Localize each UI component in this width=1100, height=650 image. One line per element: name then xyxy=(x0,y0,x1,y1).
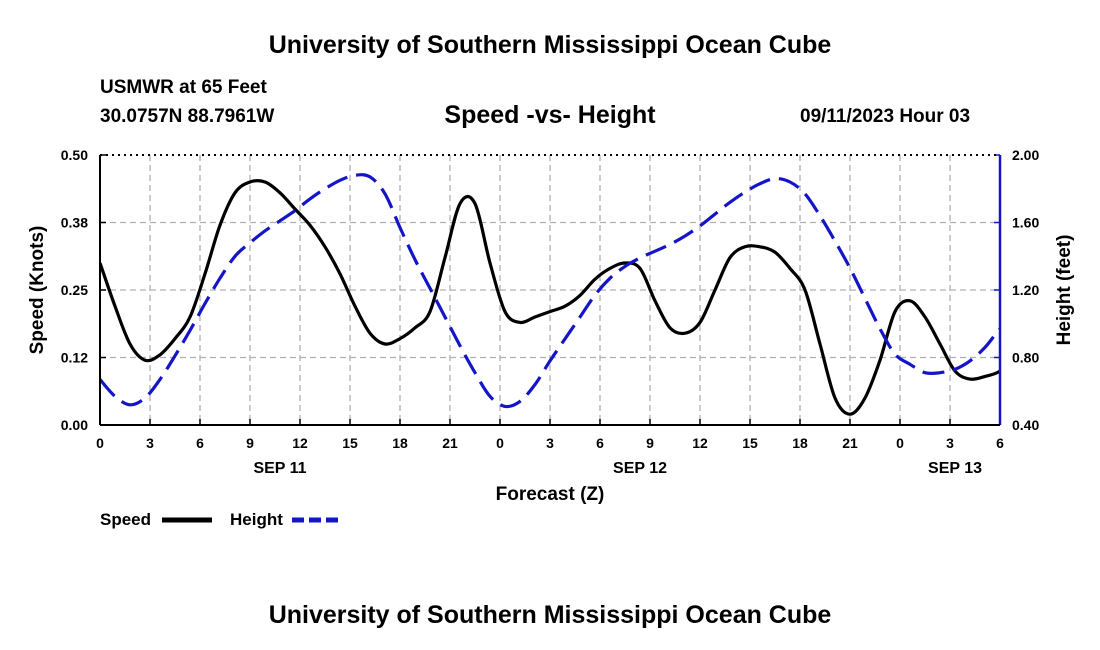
y-tick-label: 0.00 xyxy=(61,417,88,433)
y-tick-label: 0.25 xyxy=(61,282,88,298)
x-tick-label: 21 xyxy=(842,435,858,451)
y-tick-label: 0.50 xyxy=(61,147,88,163)
y2-axis-label: Height (feet) xyxy=(1054,235,1075,346)
x-tick-label: 9 xyxy=(646,435,654,451)
y2-tick-label: 0.40 xyxy=(1012,417,1039,433)
date-label: SEP 12 xyxy=(613,460,667,477)
x-tick-label: 6 xyxy=(196,435,204,451)
x-tick-label: 0 xyxy=(496,435,504,451)
plot-frame xyxy=(99,154,1002,426)
height-series-line xyxy=(100,173,1000,409)
x-tick-label: 12 xyxy=(692,435,708,451)
y-tick-label: 0.12 xyxy=(61,350,88,366)
x-tick-label: 21 xyxy=(442,435,458,451)
y2-tick-label: 1.60 xyxy=(1012,215,1039,231)
footer-title: University of Southern Mississippi Ocean… xyxy=(268,601,832,629)
x-tick-label: 15 xyxy=(742,435,758,451)
forecast-datetime: 09/11/2023 Hour 03 xyxy=(800,106,971,127)
x-tick-label: 3 xyxy=(946,435,954,451)
page-title: University of Southern Mississippi Ocean… xyxy=(268,31,832,59)
y-axis-label: Speed (Knots) xyxy=(27,226,48,355)
x-axis-label: Forecast (Z) xyxy=(496,484,605,505)
date-label: SEP 13 xyxy=(928,460,982,477)
legend: Speed Height xyxy=(100,510,342,529)
speed-series-line xyxy=(100,179,1000,416)
station-coordinates: 30.0757N 88.7961W xyxy=(100,106,275,127)
y2-tick-label: 0.80 xyxy=(1012,350,1039,366)
legend-height-label: Height xyxy=(230,510,283,529)
date-label: SEP 11 xyxy=(253,460,306,477)
x-tick-label: 6 xyxy=(996,435,1004,451)
x-tick-label: 0 xyxy=(896,435,904,451)
x-tick-label: 9 xyxy=(246,435,254,451)
y2-tick-label: 2.00 xyxy=(1012,147,1039,163)
series-layer xyxy=(100,173,1000,416)
tick-labels: 0 3 6 9 12 15 18 21 0 3 6 9 12 15 18 21 0 3 6 0.00 0.40 0.12 0… xyxy=(61,147,1040,477)
x-tick-label: 18 xyxy=(792,435,808,451)
x-tick-label: 18 xyxy=(392,435,408,451)
chart-title: Speed -vs- Height xyxy=(444,101,656,129)
x-tick-label: 3 xyxy=(546,435,554,451)
x-tick-label: 15 xyxy=(342,435,358,451)
x-tick-label: 6 xyxy=(596,435,604,451)
x-tick-label: 3 xyxy=(146,435,154,451)
station-label: USMWR at 65 Feet xyxy=(100,77,267,98)
y2-tick-label: 1.20 xyxy=(1012,282,1039,298)
x-tick-label: 12 xyxy=(292,435,308,451)
legend-speed-label: Speed xyxy=(100,510,151,529)
x-tick-label: 0 xyxy=(96,435,104,451)
y-tick-label: 0.38 xyxy=(61,215,88,231)
